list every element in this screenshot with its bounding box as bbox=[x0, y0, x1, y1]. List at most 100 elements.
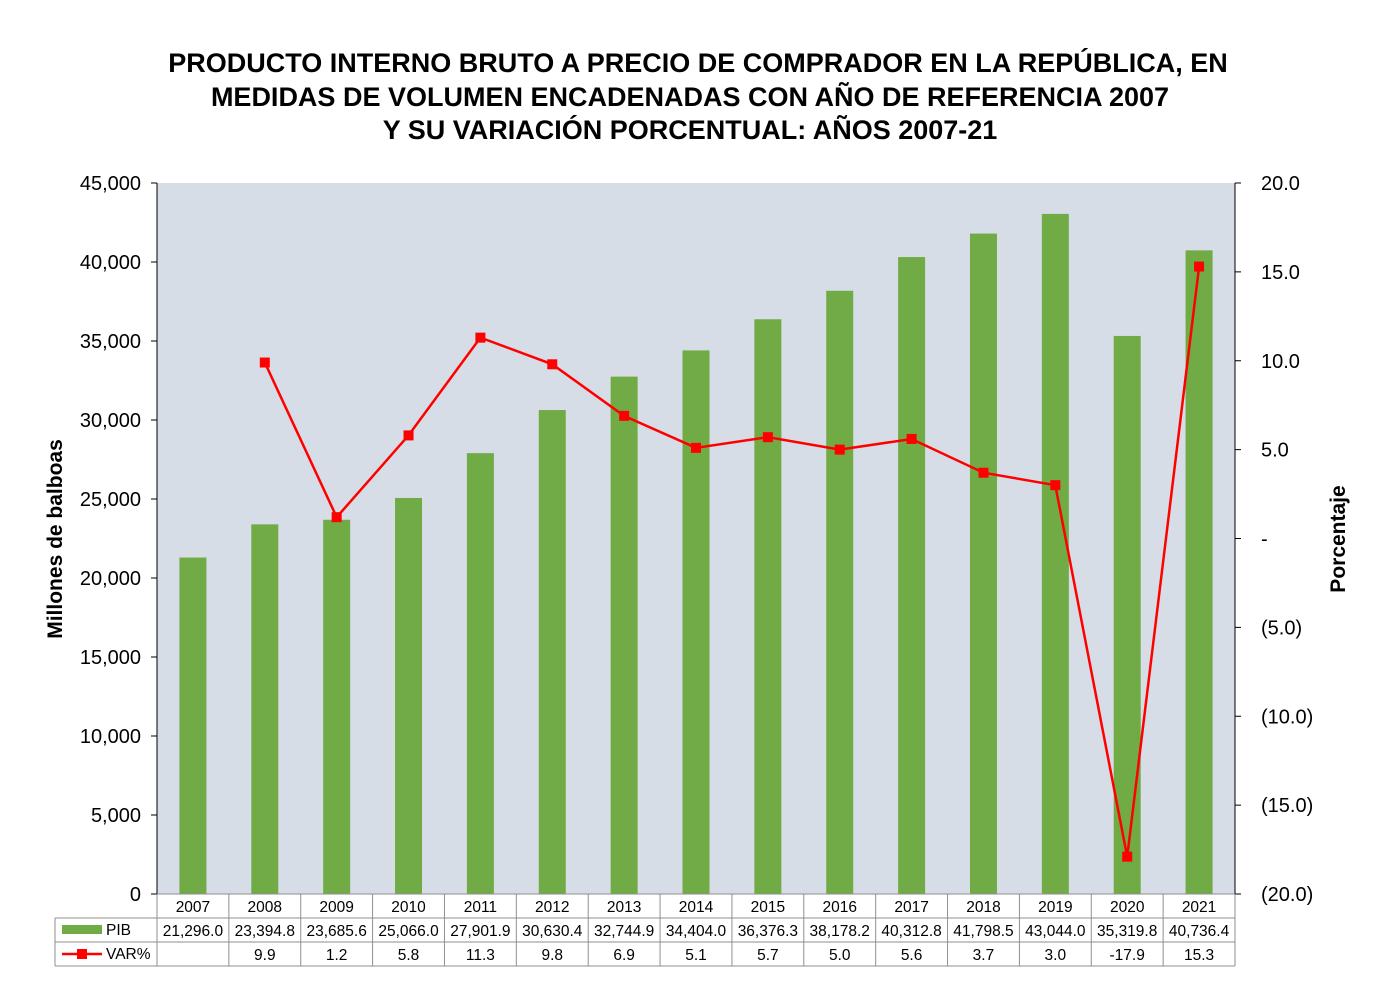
right-tick-label: 10.0 bbox=[1261, 351, 1300, 373]
var-point-2010 bbox=[403, 430, 414, 441]
var-value-label: 3.0 bbox=[1045, 947, 1067, 964]
x-tick-label: 2020 bbox=[1110, 899, 1145, 916]
left-tick-label: 10,000 bbox=[80, 726, 141, 748]
var-point-2021 bbox=[1194, 261, 1205, 272]
bar-2010 bbox=[395, 497, 423, 894]
var-value-label: 9.9 bbox=[254, 947, 276, 964]
x-tick-label: 2021 bbox=[1182, 899, 1216, 916]
pib-value-label: 23,685.6 bbox=[306, 923, 366, 940]
var-value-label: 5.0 bbox=[829, 947, 851, 964]
left-tick-label: 5,000 bbox=[91, 805, 141, 827]
left-tick-label: 40,000 bbox=[80, 252, 141, 274]
x-tick-label: 2014 bbox=[679, 899, 714, 916]
bar-2017 bbox=[898, 257, 926, 895]
bar-series-pib bbox=[179, 213, 1213, 895]
pib-value-label: 43,044.0 bbox=[1025, 923, 1086, 940]
right-tick-label: (15.0) bbox=[1261, 795, 1313, 817]
var-point-2016 bbox=[834, 444, 845, 455]
bar-2012 bbox=[538, 410, 566, 894]
var-point-2018 bbox=[978, 467, 989, 478]
var-value-label: 5.6 bbox=[901, 947, 923, 964]
chart-title: PRODUCTO INTERNO BRUTO A PRECIO DE COMPR… bbox=[168, 47, 1228, 145]
bar-2009 bbox=[323, 519, 351, 894]
var-point-2011 bbox=[475, 332, 486, 343]
var-point-2012 bbox=[547, 359, 558, 370]
pib-value-label: 40,312.8 bbox=[881, 923, 941, 940]
legend-key-pib bbox=[62, 925, 102, 934]
line-series-var bbox=[259, 261, 1205, 862]
var-point-2008 bbox=[259, 357, 270, 368]
left-tick-label: 45,000 bbox=[80, 173, 141, 195]
var-point-2009 bbox=[331, 512, 342, 523]
right-axis-ticks: (20.0) (15.0) (10.0) (5.0) - 5.0 10.0 15.0 20.0 bbox=[1235, 173, 1313, 906]
left-tick-label: 0 bbox=[130, 884, 141, 906]
var-value-label: 5.1 bbox=[685, 947, 707, 964]
y2-axis-label: Porcentaje bbox=[1327, 485, 1350, 592]
x-tick-label: 2018 bbox=[966, 899, 1000, 916]
var-value-label: -17.9 bbox=[1110, 947, 1145, 964]
var-value-label: 9.8 bbox=[541, 947, 563, 964]
right-tick-label: 5.0 bbox=[1261, 440, 1289, 462]
x-tick-label: 2019 bbox=[1038, 899, 1072, 916]
pib-value-label: 36,376.3 bbox=[738, 923, 798, 940]
var-value-label: 15.3 bbox=[1184, 947, 1214, 964]
bar-2008 bbox=[251, 524, 279, 894]
legend-key-var-marker bbox=[77, 949, 87, 959]
left-tick-label: 20,000 bbox=[80, 568, 141, 590]
var-line bbox=[263, 266, 1201, 857]
var-value-label: 5.8 bbox=[398, 947, 420, 964]
left-axis-ticks: 0 5,000 10,000 15,000 20,000 25,000 30,000 35,0… bbox=[80, 173, 157, 906]
bar-2014 bbox=[682, 350, 710, 894]
var-value-label: 11.3 bbox=[466, 947, 495, 964]
var-point-2020 bbox=[1122, 851, 1133, 862]
var-point-2013 bbox=[619, 410, 630, 421]
left-tick-label: 15,000 bbox=[80, 647, 141, 669]
bar-2015 bbox=[754, 319, 782, 894]
var-value-label: 3.7 bbox=[973, 947, 995, 964]
var-point-2019 bbox=[1050, 480, 1061, 491]
x-tick-label: 2008 bbox=[248, 899, 282, 916]
legend-label-var: VAR% bbox=[106, 946, 151, 963]
right-tick-label: (20.0) bbox=[1261, 884, 1313, 906]
left-tick-label: 30,000 bbox=[80, 410, 141, 432]
var-value-label: 5.7 bbox=[757, 947, 779, 964]
right-tick-label: - bbox=[1261, 529, 1268, 551]
chart-title-line-3: Y SU VARIACIÓN PORCENTUAL: AÑOS 2007-21 bbox=[383, 114, 998, 145]
pib-value-label: 38,178.2 bbox=[810, 923, 870, 940]
right-tick-label: (5.0) bbox=[1261, 617, 1302, 639]
left-tick-label: 35,000 bbox=[80, 331, 141, 353]
pib-value-label: 35,319.8 bbox=[1097, 923, 1157, 940]
pib-value-label: 21,296.0 bbox=[163, 923, 224, 940]
right-tick-label: 15.0 bbox=[1261, 262, 1300, 284]
bar-2007 bbox=[179, 557, 207, 894]
var-point-2017 bbox=[906, 433, 917, 444]
var-value-label: 1.2 bbox=[326, 947, 348, 964]
bar-2018 bbox=[969, 233, 997, 895]
bar-2016 bbox=[826, 290, 854, 895]
pib-value-label: 34,404.0 bbox=[666, 923, 727, 940]
y-axis-label: Millones de balboas bbox=[44, 439, 67, 639]
x-tick-label: 2009 bbox=[319, 899, 353, 916]
legend-label-pib: PIB bbox=[106, 922, 131, 939]
bar-2021 bbox=[1185, 250, 1213, 895]
data-table: 2007 2008 2009 2010 2011 2012 2013 2014 2015 2016… bbox=[54, 893, 1236, 967]
pib-value-label: 32,744.9 bbox=[594, 923, 654, 940]
x-tick-label: 2015 bbox=[751, 899, 785, 916]
x-tick-label: 2011 bbox=[464, 899, 497, 916]
bar-2020 bbox=[1113, 335, 1141, 895]
x-tick-label: 2013 bbox=[607, 899, 641, 916]
x-tick-label: 2007 bbox=[176, 899, 210, 916]
left-tick-label: 25,000 bbox=[80, 489, 141, 511]
right-tick-label: (10.0) bbox=[1261, 706, 1313, 728]
bar-2011 bbox=[466, 453, 494, 894]
chart-title-line-1: PRODUCTO INTERNO BRUTO A PRECIO DE COMPR… bbox=[168, 47, 1228, 78]
pib-value-label: 23,394.8 bbox=[235, 923, 295, 940]
pib-value-label: 41,798.5 bbox=[953, 923, 1013, 940]
x-tick-label: 2010 bbox=[391, 899, 426, 916]
chart-title-line-2: MEDIDAS DE VOLUMEN ENCADENADAS CON AÑO D… bbox=[211, 81, 1169, 112]
var-point-2015 bbox=[762, 432, 773, 443]
right-tick-label: 20.0 bbox=[1261, 173, 1300, 195]
var-value-label: 6.9 bbox=[613, 947, 635, 964]
x-tick-label: 2017 bbox=[894, 899, 928, 916]
